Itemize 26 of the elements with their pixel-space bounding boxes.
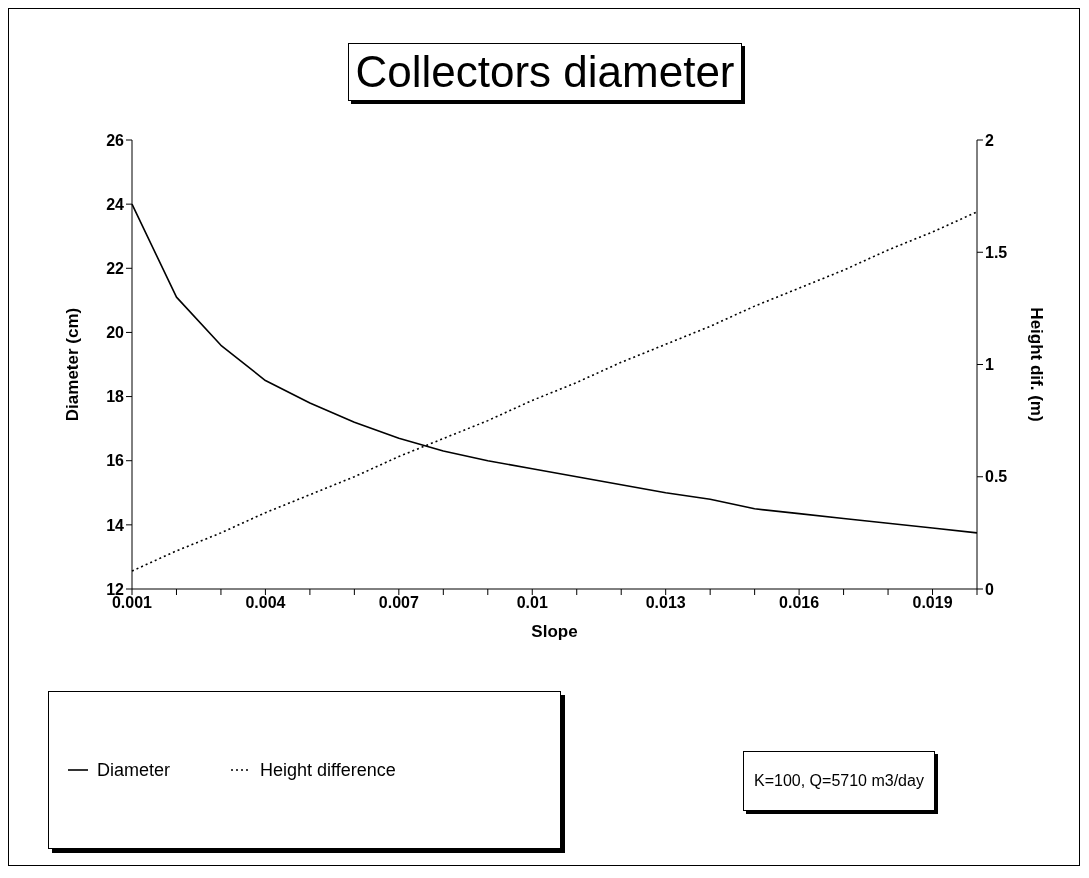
x-tick-label: 0.004 [245,594,286,612]
y2-tick-label: 2 [985,131,994,149]
y2-axis-title: Height dif. (m) [1026,307,1046,422]
y-axis-title: Diameter (cm) [63,307,83,422]
y-tick-label: 14 [106,516,125,534]
x-tick-label: 0.019 [912,594,953,612]
y2-tick-label: 0 [985,580,994,598]
y-tick-label: 24 [106,195,125,213]
text: K=100, Q=5710 m3/day [743,751,935,811]
legend-label: Diameter [97,759,171,781]
chart-title: Collectors diameter [348,43,742,101]
x-axis-title: Slope [531,622,578,641]
y-tick-label: 20 [106,324,125,342]
x-tick-label: 0.016 [779,594,820,612]
x-tick-label: 0.013 [645,594,686,612]
legend-label: Height difference [260,759,396,781]
y-tick-label: 16 [106,452,125,470]
y2-tick-label: 0.5 [985,468,1008,486]
y-tick-label: 18 [106,388,125,406]
y-tick-label: 22 [106,259,125,277]
x-tick-label: 0.01 [516,594,548,612]
y-tick-label: 26 [106,131,125,149]
y2-tick-label: 1.5 [985,243,1008,261]
x-tick-label: 0.007 [378,594,419,612]
y2-tick-label: 1 [985,356,994,374]
x-tick-label: 0.001 [111,594,153,612]
